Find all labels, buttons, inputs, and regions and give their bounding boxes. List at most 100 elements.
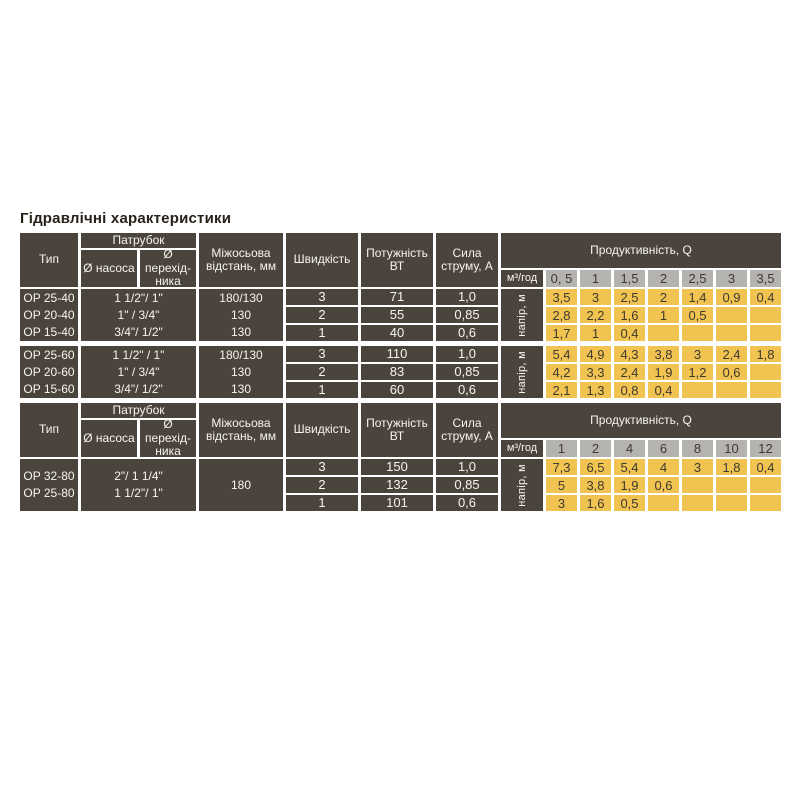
head-value-cell: 4 [648, 459, 679, 475]
head-value-cell [682, 477, 713, 493]
head-value-cell: 0,4 [750, 289, 781, 305]
flow-value-cell: 2,5 [682, 270, 713, 287]
col-header-speed: Швидкість [286, 403, 358, 457]
current-cell: 0,85 [436, 307, 498, 323]
current-cell: 0,6 [436, 495, 498, 511]
head-value-cell: 3,8 [648, 346, 679, 362]
axle-distance-cell: 180/130 130 130 [199, 346, 283, 398]
col-header-adapter-diameter: Ø перехід-ника [140, 250, 196, 287]
head-value-cell: 4,9 [580, 346, 611, 362]
speed-cell: 2 [286, 364, 358, 380]
head-value-cell [716, 477, 747, 493]
head-value-cell [750, 325, 781, 341]
head-value-cell [750, 495, 781, 511]
head-value-cell: 7,3 [546, 459, 577, 475]
flow-value-cell: 3 [716, 270, 747, 287]
head-value-cell [716, 307, 747, 323]
axle-distance-value: 130 [230, 307, 252, 322]
head-axis-label: напір, м [501, 459, 543, 511]
power-cell: 83 [361, 364, 433, 380]
flow-value-cell: 0, 5 [546, 270, 577, 287]
head-value-cell: 1,8 [716, 459, 747, 475]
axle-distance-value: 180/130 [219, 290, 263, 305]
head-value-cell: 3,3 [580, 364, 611, 380]
col-header-branch-pipe: Патрубок [81, 403, 196, 418]
head-value-cell [716, 382, 747, 398]
head-value-cell: 5,4 [614, 459, 645, 475]
current-cell: 1,0 [436, 459, 498, 475]
power-cell: 101 [361, 495, 433, 511]
head-value-cell: 3,8 [580, 477, 611, 493]
head-value-cell: 0,4 [648, 382, 679, 398]
head-axis-label: напір, м [501, 289, 543, 341]
axle-distance-value: 130 [230, 381, 252, 396]
current-cell: 1,0 [436, 346, 498, 362]
type-cell: OP 25-40 OP 20-40 OP 15-40 [20, 289, 78, 341]
head-value-cell: 2,4 [614, 364, 645, 380]
flow-unit-cell: м³/год [501, 270, 543, 287]
head-value-cell: 2,1 [546, 382, 577, 398]
branch-pipe-cell: 1 1/2"/ 1" 1" / 3/4" 3/4"/ 1/2" [81, 289, 196, 341]
col-header-current: Сила струму, А [436, 233, 498, 287]
type-label: OP 25-40 [23, 290, 75, 305]
head-value-cell: 3,5 [546, 289, 577, 305]
head-value-cell [750, 364, 781, 380]
head-value-cell [716, 325, 747, 341]
type-label: OP 15-40 [23, 324, 75, 339]
col-header-axle-distance: Міжосьова відстань, мм [199, 233, 283, 287]
head-value-cell: 1,3 [580, 382, 611, 398]
head-value-cell [648, 325, 679, 341]
flow-value-cell: 1 [546, 440, 577, 457]
speed-cell: 3 [286, 459, 358, 475]
flow-value-cell: 4 [614, 440, 645, 457]
branch-pipe-value: 1 1/2" / 1" [112, 347, 165, 362]
flow-value-cell: 2 [648, 270, 679, 287]
type-label: OP 32-80 [23, 469, 75, 483]
current-cell: 0,85 [436, 364, 498, 380]
head-value-cell: 2,8 [546, 307, 577, 323]
branch-pipe-value: 1" / 3/4" [117, 364, 160, 379]
type-label: OP 20-40 [23, 307, 75, 322]
flow-value-cell: 6 [648, 440, 679, 457]
head-value-cell [750, 477, 781, 493]
head-axis-label-text: напір, м [515, 463, 528, 507]
flow-value-cell: 3,5 [750, 270, 781, 287]
head-value-cell: 2,4 [716, 346, 747, 362]
head-value-cell: 0,9 [716, 289, 747, 305]
flow-value-cell: 1,5 [614, 270, 645, 287]
head-value-cell: 1,9 [648, 364, 679, 380]
type-label: OP 25-60 [23, 347, 75, 362]
tables-root: Тип Патрубок Ø насоса Ø перехід-ника Міжосьо… [20, 233, 782, 511]
col-header-pump-diameter: Ø насоса [81, 250, 137, 287]
head-value-cell: 0,4 [750, 459, 781, 475]
power-cell: 150 [361, 459, 433, 475]
head-value-cell [716, 495, 747, 511]
flow-value-cell: 2 [580, 440, 611, 457]
type-cell: OP 32-80 OP 25-80 [20, 459, 78, 511]
head-value-cell: 1,9 [614, 477, 645, 493]
head-value-cell: 1,6 [580, 495, 611, 511]
head-value-cell: 2 [648, 289, 679, 305]
current-cell: 0,6 [436, 325, 498, 341]
head-value-cell: 0,6 [648, 477, 679, 493]
col-header-pump-diameter: Ø насоса [81, 420, 137, 457]
axle-distance-value: 130 [230, 364, 252, 379]
head-value-cell: 3 [546, 495, 577, 511]
speed-cell: 1 [286, 325, 358, 341]
speed-cell: 3 [286, 289, 358, 305]
speed-cell: 3 [286, 346, 358, 362]
branch-pipe-value: 1 1/2"/ 1" [114, 290, 163, 305]
type-label: OP 15-60 [23, 381, 75, 396]
branch-pipe-cell: 2"/ 1 1/4" 1 1/2"/ 1" [81, 459, 196, 511]
head-value-cell: 6,5 [580, 459, 611, 475]
head-value-cell: 5,4 [546, 346, 577, 362]
type-label: OP 25-80 [23, 486, 75, 500]
col-header-type: Тип [20, 403, 78, 457]
head-value-cell: 4,2 [546, 364, 577, 380]
speed-cell: 2 [286, 477, 358, 493]
col-header-current: Сила струму, А [436, 403, 498, 457]
head-value-cell: 0,4 [614, 325, 645, 341]
head-value-cell: 0,8 [614, 382, 645, 398]
speed-cell: 2 [286, 307, 358, 323]
col-header-productivity: Продуктивність, Q [501, 233, 781, 268]
